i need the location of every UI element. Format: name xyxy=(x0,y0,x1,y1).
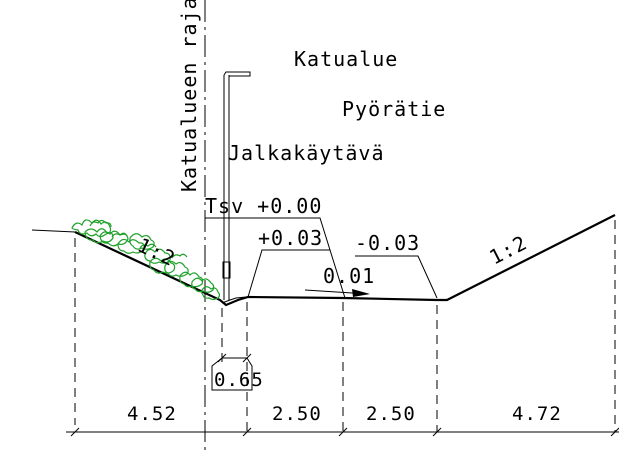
crossfall-label: 0.01 xyxy=(323,264,375,288)
dimension-d4: 4.72 xyxy=(512,403,562,425)
minus-leader xyxy=(355,255,438,299)
slope-right-label: 1:2 xyxy=(485,230,531,269)
ground-extension-left xyxy=(31,229,76,233)
tsv-label: Tsv +0.00 xyxy=(205,194,322,218)
dimension-d-small: 0.65 xyxy=(214,369,264,391)
plus-leader xyxy=(247,249,330,298)
sidewalk-label: Jalkakäytävä xyxy=(228,141,385,165)
vegetation-shrubs xyxy=(71,219,221,301)
elev-plus-label: +0.03 xyxy=(258,226,323,250)
crossfall-arrow xyxy=(304,289,370,297)
slope-left-label: 1:2 xyxy=(134,233,180,271)
dimension-small xyxy=(211,353,253,391)
boundary-label: Katualueen raja xyxy=(177,0,201,192)
elev-minus-label: -0.03 xyxy=(355,231,420,255)
dimension-d1: 4.52 xyxy=(127,403,177,425)
tsv-leader xyxy=(205,217,346,299)
dimension-d2: 2.50 xyxy=(272,403,322,425)
light-pole xyxy=(222,71,251,300)
dimension-line xyxy=(66,427,619,437)
dimension-d3: 2.50 xyxy=(366,403,416,425)
street-area-label: Katualue xyxy=(294,47,398,71)
curb xyxy=(221,296,247,304)
bike-path-label: Pyörätie xyxy=(342,97,446,121)
